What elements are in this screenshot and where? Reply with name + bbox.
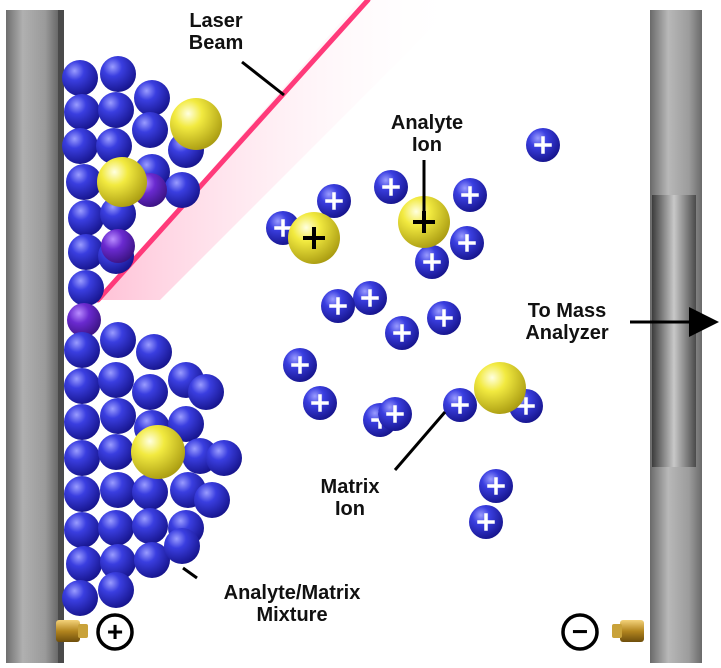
matrix-sphere [68, 234, 104, 270]
mixture-leader [182, 566, 198, 580]
excited-matrix-sphere [101, 229, 135, 263]
mixture-label-line1: Analyte/Matrix [223, 582, 361, 604]
plus-icon [423, 253, 441, 271]
plus-icon [477, 513, 495, 531]
to-mass-analyzer-label-line1: To Mass [527, 300, 607, 322]
matrix-sphere [136, 334, 172, 370]
analyte-ion-label: Analyte Ion [372, 112, 482, 156]
matrix-sphere [64, 476, 100, 512]
analyte-sphere [131, 425, 185, 479]
mixture-label: Analyte/Matrix Mixture [192, 582, 392, 626]
matrix-sphere [68, 200, 104, 236]
positive-terminal-icon [96, 613, 134, 651]
matrix-sphere [132, 112, 168, 148]
matrix-ion-label-line1: Matrix [320, 476, 380, 498]
positive-terminal-sign: + [107, 616, 123, 647]
plus-icon [303, 227, 325, 249]
matrix-ion-label-line2: Ion [335, 498, 365, 520]
matrix-sphere [64, 94, 100, 130]
matrix-sphere [98, 92, 134, 128]
analyte-sphere [170, 98, 222, 150]
ion-layer [266, 128, 560, 539]
matrix-sphere [194, 482, 230, 518]
matrix-sphere [100, 472, 136, 508]
sample-plate [6, 10, 62, 663]
plus-icon [386, 405, 404, 423]
excited-matrix-sphere [67, 303, 101, 337]
plus-icon [325, 192, 343, 210]
analyte-ion [474, 362, 526, 414]
analyte-sphere [97, 157, 147, 207]
matrix-sphere [134, 542, 170, 578]
sphere-layer [62, 56, 242, 616]
plus-icon [361, 289, 379, 307]
matrix-sphere [98, 510, 134, 546]
plus-icon [291, 356, 309, 374]
plus-icon [329, 297, 347, 315]
matrix-sphere [98, 572, 134, 608]
matrix-sphere [100, 322, 136, 358]
matrix-sphere [62, 580, 98, 616]
plus-icon [393, 324, 411, 342]
analyte-ion-label-line1: Analyte [390, 112, 464, 134]
plus-icon [517, 397, 535, 415]
positive-connector [56, 620, 80, 642]
matrix-sphere [64, 368, 100, 404]
matrix-sphere [62, 128, 98, 164]
matrix-sphere [188, 374, 224, 410]
matrix-sphere [68, 270, 104, 306]
extraction-slot [652, 195, 696, 467]
plus-icon [534, 136, 552, 154]
matrix-sphere [100, 398, 136, 434]
matrix-sphere [64, 404, 100, 440]
matrix-sphere [164, 528, 200, 564]
matrix-sphere [134, 80, 170, 116]
matrix-ion-leader [393, 411, 447, 471]
matrix-sphere [164, 172, 200, 208]
analyte-ion-label-line2: Ion [412, 134, 442, 156]
matrix-ion-label: Matrix Ion [300, 476, 400, 520]
matrix-sphere [132, 474, 168, 510]
positive-connector-tip [78, 624, 88, 638]
matrix-sphere [64, 512, 100, 548]
to-mass-analyzer-label-line2: Analyzer [525, 322, 609, 344]
matrix-sphere [62, 60, 98, 96]
plus-icon [461, 186, 479, 204]
plus-icon [451, 396, 469, 414]
negative-terminal-sign: − [572, 616, 588, 647]
matrix-sphere [66, 164, 102, 200]
plus-icon [487, 477, 505, 495]
matrix-sphere [98, 434, 134, 470]
matrix-sphere [66, 546, 102, 582]
laser-beam-leader [241, 60, 285, 97]
matrix-sphere [64, 440, 100, 476]
sample-plate-edge [58, 10, 64, 663]
laser-beam-label-line2: Beam [188, 32, 244, 54]
matrix-sphere [206, 440, 242, 476]
matrix-sphere [132, 508, 168, 544]
matrix-sphere [96, 128, 132, 164]
to-mass-analyzer-label: To Mass Analyzer [502, 300, 632, 344]
matrix-sphere [64, 332, 100, 368]
plus-icon [435, 309, 453, 327]
laser-glow [98, 0, 460, 300]
negative-terminal-icon [561, 613, 599, 651]
laser-beam [95, 0, 371, 303]
plus-icon [311, 394, 329, 412]
laser-beam-label-line1: Laser [189, 10, 243, 32]
matrix-sphere [98, 362, 134, 398]
mixture-label-line2: Mixture [256, 604, 328, 626]
negative-connector-tip [612, 624, 622, 638]
laser-beam-label: Laser Beam [166, 10, 266, 54]
matrix-sphere [132, 374, 168, 410]
plus-icon [274, 219, 292, 237]
plus-icon [382, 178, 400, 196]
matrix-sphere [100, 56, 136, 92]
plus-icon [458, 234, 476, 252]
negative-connector [620, 620, 644, 642]
matrix-sphere [100, 544, 136, 580]
